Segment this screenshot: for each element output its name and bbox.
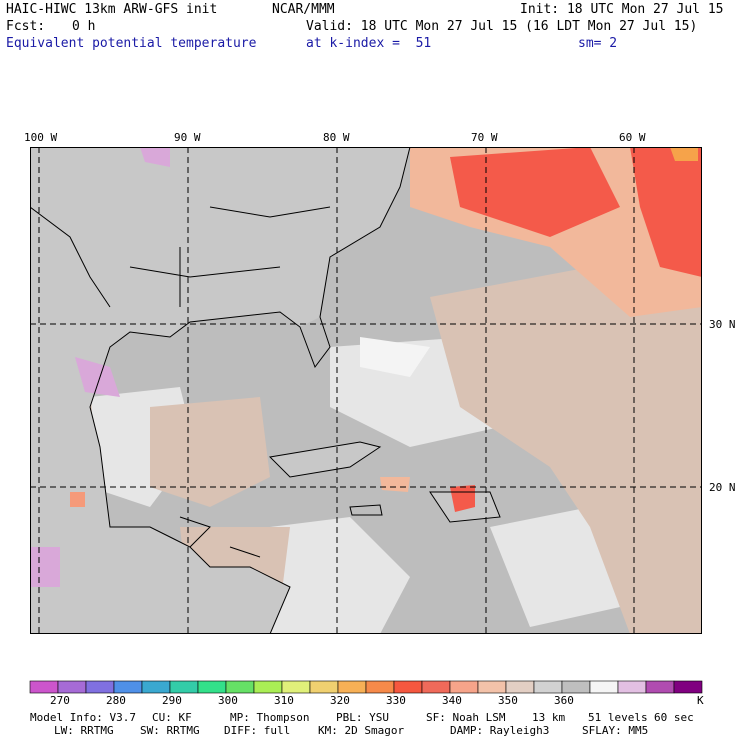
colorbar-tick-label: 320	[330, 694, 350, 707]
colorbar-cell	[561, 680, 591, 694]
colorbar-cell	[645, 680, 675, 694]
texas-lilac-area	[75, 357, 120, 397]
cuba-peach-spot	[380, 477, 410, 492]
colorbar-cell	[617, 680, 647, 694]
footer-lw: LW: RRTMG	[54, 724, 114, 737]
map-border	[30, 147, 702, 634]
footer-sflay: SFLAY: MM5	[582, 724, 649, 737]
forecast-label: Fcst:	[6, 19, 46, 34]
coastlines	[30, 147, 501, 634]
colorbar-cell	[281, 680, 311, 694]
footer-sf: SF: Noah LSM	[426, 711, 506, 724]
level-label: at k-index = 51	[306, 36, 432, 51]
colorbar-cell	[393, 680, 423, 694]
colorbar-cell	[197, 680, 227, 694]
org-label: NCAR/MMM	[272, 2, 335, 17]
colorbar-cell	[365, 680, 395, 694]
colorbar-cell	[421, 680, 451, 694]
lon-label-60w: 60 W	[619, 131, 646, 144]
footer-levels: 51 levels	[588, 711, 648, 724]
colorbar-cell	[337, 680, 367, 694]
colorbar-cell	[141, 680, 171, 694]
cuba	[270, 442, 380, 477]
colorbar-tick-label: 280	[106, 694, 126, 707]
lon-label-80w: 80 W	[323, 131, 350, 144]
smoothing-label: sm= 2	[578, 36, 618, 51]
footer-pbl: PBL: YSU	[336, 711, 389, 724]
lat-label-30n: 30 N	[709, 318, 736, 331]
colorbar-unit: K	[697, 694, 704, 707]
footer-damp: DAMP: Rayleigh3	[450, 724, 550, 737]
weather-map	[30, 147, 702, 634]
colorbar-tick-label: 270	[50, 694, 70, 707]
init-time: Init: 18 UTC Mon 27 Jul 15	[520, 2, 724, 17]
colorbar-cell	[57, 680, 87, 694]
far-ne-orange-spot	[670, 147, 698, 161]
caribbean-light-area	[270, 517, 410, 634]
lon-label-100w: 100 W	[24, 131, 58, 144]
valid-time: Valid: 18 UTC Mon 27 Jul 15 (16 LDT Mon …	[306, 19, 698, 34]
footer-timestep: 60 sec	[654, 711, 694, 724]
colorbar-tick-label: 290	[162, 694, 182, 707]
sw-lilac-area	[30, 547, 60, 587]
colorbar-tick-label: 340	[442, 694, 462, 707]
colorbar-tick-label: 300	[218, 694, 238, 707]
field-name: Equivalent potential temperature	[6, 36, 257, 51]
mexico-salmon-spot	[70, 492, 85, 507]
colorbar-tick-label: 350	[498, 694, 518, 707]
colorbar-tick-label: 330	[386, 694, 406, 707]
footer-resolution: 13 km	[532, 711, 566, 724]
ne-atlantic-red-area	[450, 147, 620, 237]
lon-label-70w: 70 W	[471, 131, 498, 144]
footer-diff: DIFF: full	[224, 724, 291, 737]
colorbar-cell	[477, 680, 507, 694]
colorbar-cell	[169, 680, 199, 694]
footer-mp: MP: Thompson	[230, 711, 310, 724]
colorbar-tick-label: 310	[274, 694, 294, 707]
colorbar-cell	[225, 680, 255, 694]
footer-sw: SW: RRTMG	[140, 724, 200, 737]
north-lilac-area	[140, 147, 170, 167]
colorbar-cell	[589, 680, 619, 694]
colorbar-cell	[29, 680, 59, 694]
footer-km: KM: 2D Smagor	[318, 724, 405, 737]
colorbar-cell	[673, 680, 703, 694]
far-ne-red-area	[630, 147, 702, 277]
colorbar-tick-label: 360	[554, 694, 574, 707]
colorbar-cells	[29, 680, 703, 694]
colorbar-cell	[253, 680, 283, 694]
colorbar-cell	[449, 680, 479, 694]
colorbar-cell	[505, 680, 535, 694]
forecast-hour: 0 h	[72, 19, 96, 34]
colorbar-cell	[309, 680, 339, 694]
lat-label-20n: 20 N	[709, 481, 736, 494]
bahamas-white-area	[360, 337, 430, 377]
colorbar-cell	[533, 680, 563, 694]
lat-lon-grid	[30, 147, 702, 634]
gulf-tan-area	[150, 397, 270, 507]
footer-cu: CU: KF	[152, 711, 192, 724]
land-mass	[30, 147, 410, 634]
colorbar-cell	[113, 680, 143, 694]
footer-model-info: Model Info: V3.7	[30, 711, 136, 724]
east-carib-light-area	[490, 507, 620, 627]
model-title: HAIC-HIWC 13km ARW-GFS init	[6, 2, 218, 17]
colorbar-cell	[85, 680, 115, 694]
lon-label-90w: 90 W	[174, 131, 201, 144]
